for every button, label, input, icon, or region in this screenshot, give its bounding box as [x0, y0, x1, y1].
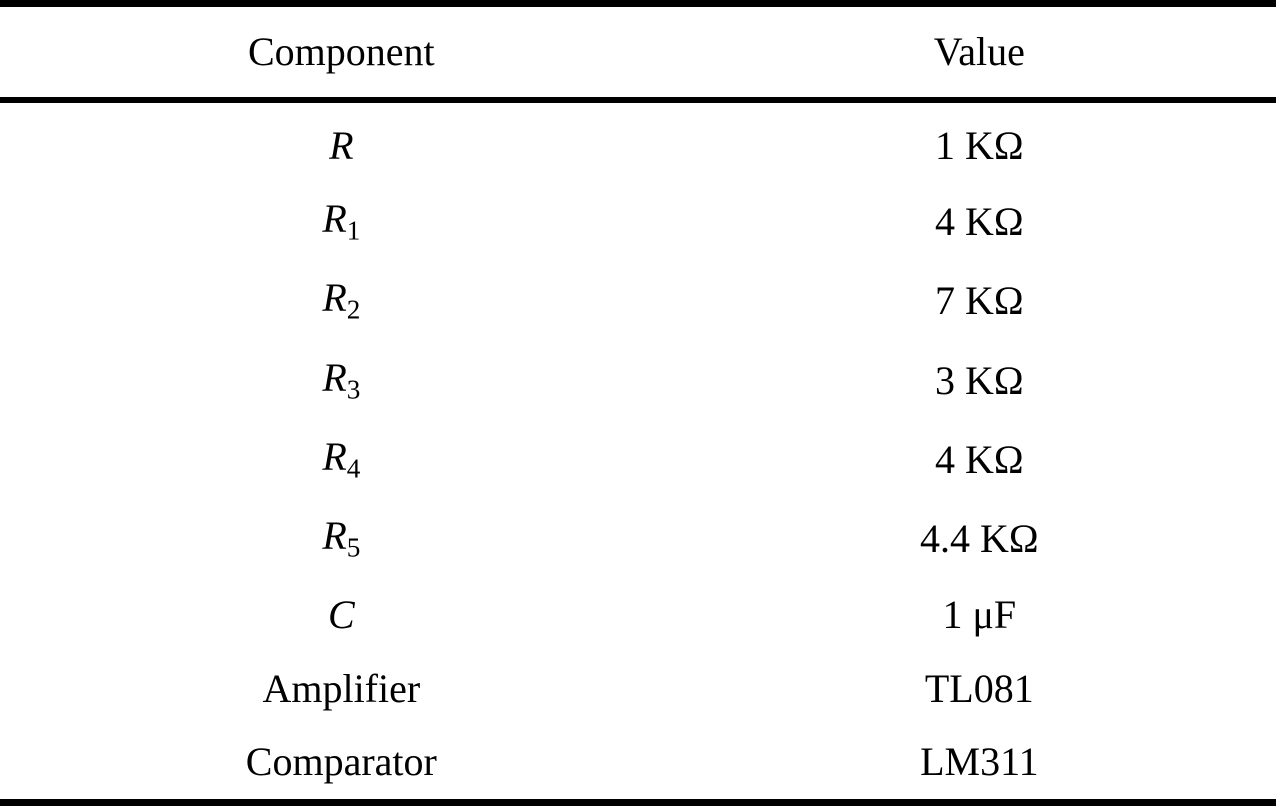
value-cell-text: 4.4 KΩ: [920, 516, 1039, 562]
value-cell: 1 KΩ: [683, 122, 1276, 168]
value-cell: 3 KΩ: [683, 357, 1276, 403]
component-cell-text: R: [322, 275, 347, 321]
component-cell: Comparator: [0, 742, 683, 782]
component-subscript: 1: [346, 215, 361, 246]
table-row: Amplifier TL081: [0, 652, 1276, 725]
value-cell: 4.4 KΩ: [683, 519, 1276, 559]
value-cell-text: LM311: [920, 739, 1039, 785]
component-subscript: 2: [346, 295, 361, 326]
value-cell: 1 μF: [683, 595, 1276, 635]
value-cell-text: TL081: [924, 665, 1034, 711]
value-cell: LM311: [683, 742, 1276, 782]
component-cell: C: [0, 595, 683, 635]
value-cell: 4 KΩ: [683, 436, 1276, 482]
table-header-row: Component Value: [0, 7, 1276, 97]
table-row: Comparator LM311: [0, 726, 1276, 799]
component-subscript: 4: [346, 453, 361, 484]
component-subscript: 3: [346, 374, 361, 405]
value-cell-text: 7 KΩ: [935, 278, 1024, 324]
component-cell-text: R: [322, 196, 347, 242]
table-top-rule: [0, 0, 1276, 7]
component-cell-text: R: [329, 122, 354, 168]
component-cell-text: R: [322, 513, 347, 559]
component-cell-text: Amplifier: [262, 665, 421, 711]
component-cell: R5: [0, 516, 683, 562]
component-cell-text: R: [322, 354, 347, 400]
value-cell-text: 1 μF: [942, 592, 1017, 638]
value-column-header: Value: [933, 29, 1025, 74]
value-cell: TL081: [683, 665, 1276, 711]
value-cell-text: 4 KΩ: [935, 199, 1024, 245]
component-cell-text: C: [327, 592, 355, 638]
component-cell: R1: [0, 199, 683, 245]
table-row: R1 4 KΩ: [0, 182, 1276, 261]
component-cell: R: [0, 122, 683, 168]
component-cell-text: Comparator: [245, 739, 437, 785]
table-bottom-rule: [0, 799, 1276, 806]
table-row: C 1 μF: [0, 579, 1276, 652]
component-cell: R2: [0, 278, 683, 324]
component-cell-text: R: [322, 433, 347, 479]
value-cell-text: 4 KΩ: [935, 436, 1024, 482]
value-cell: 7 KΩ: [683, 281, 1276, 321]
table-row: R 1 KΩ: [0, 109, 1276, 182]
table-row: R5 4.4 KΩ: [0, 499, 1276, 578]
component-cell: R3: [0, 354, 683, 405]
table-row: R3 3 KΩ: [0, 341, 1276, 420]
table-row: R2 7 KΩ: [0, 262, 1276, 341]
value-cell-text: 3 KΩ: [935, 357, 1024, 403]
component-subscript: 5: [346, 532, 361, 563]
component-cell: R4: [0, 433, 683, 484]
component-column-header: Component: [247, 29, 435, 74]
value-cell-text: 1 KΩ: [935, 122, 1024, 168]
table-body: R 1 KΩ R1 4 KΩ R2 7 KΩ R3 3 KΩ R4: [0, 103, 1276, 799]
component-cell: Amplifier: [0, 665, 683, 711]
value-cell: 4 KΩ: [683, 202, 1276, 242]
table-row: R4 4 KΩ: [0, 420, 1276, 499]
table-header-rule: [0, 97, 1276, 103]
